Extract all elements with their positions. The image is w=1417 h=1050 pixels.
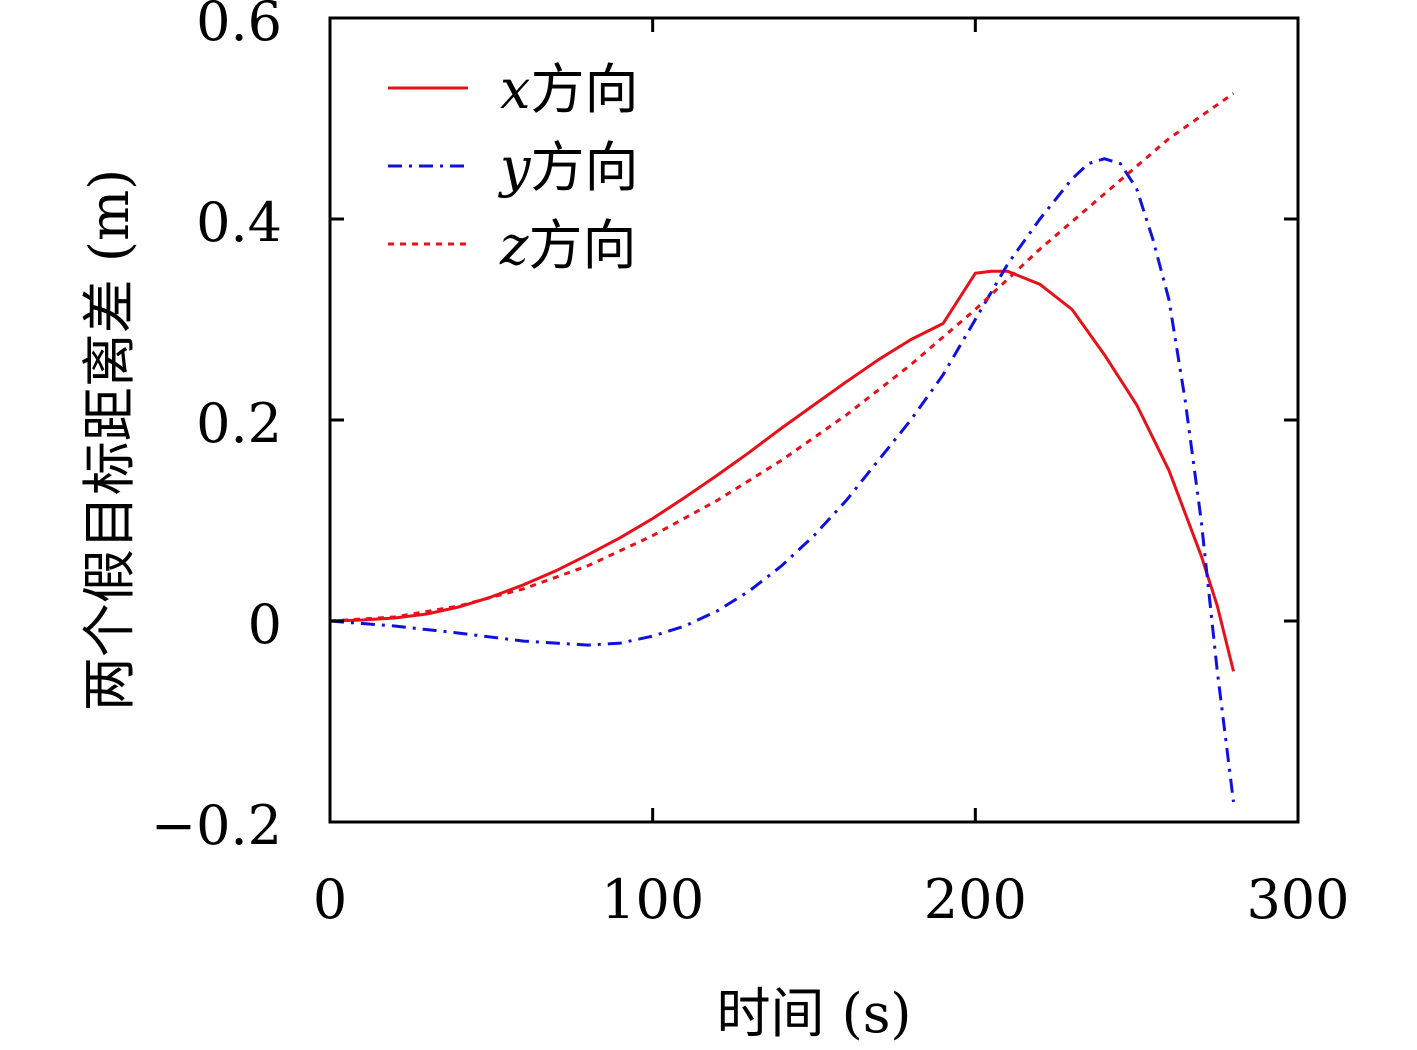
series-layer — [329, 92, 1235, 803]
x-axis-title: 时间 (s) — [716, 982, 911, 1045]
y-tick-label: −0.2 — [151, 794, 282, 857]
legend-label-var: z — [499, 214, 529, 277]
plot-frame — [328, 16, 1300, 824]
legend-label-suffix: 方向 — [531, 136, 639, 199]
y-tick-label: 0.6 — [196, 0, 282, 53]
y-tick-label: 0.4 — [196, 191, 282, 254]
x-tick-label: 100 — [601, 868, 704, 931]
ticks-layer: 0 100 200 300 −0.2 0 0.2 0.4 0.6 — [151, 0, 1350, 931]
x-tick-label: 200 — [924, 868, 1027, 931]
x-tick-label: 300 — [1246, 868, 1349, 931]
y-tick-label: 0 — [248, 593, 282, 656]
series-line-z — [329, 92, 1235, 623]
series-line-x — [329, 269, 1235, 672]
legend-label-x: x方向 — [500, 58, 638, 121]
axes-layer — [328, 16, 1300, 824]
legend-label-suffix: 方向 — [530, 58, 638, 121]
series-line-y — [329, 157, 1235, 803]
legend-label-z: z方向 — [499, 214, 636, 277]
y-axis-title: 两个假目标距离差 (m) — [78, 169, 141, 712]
legend-label-var: y — [498, 136, 532, 199]
x-tick-label: 0 — [313, 868, 347, 931]
legend-label-suffix: 方向 — [528, 214, 636, 277]
y-tick-label: 0.2 — [196, 392, 282, 455]
legend-label-var: x — [500, 58, 530, 121]
legend-label-y: y方向 — [498, 136, 639, 199]
